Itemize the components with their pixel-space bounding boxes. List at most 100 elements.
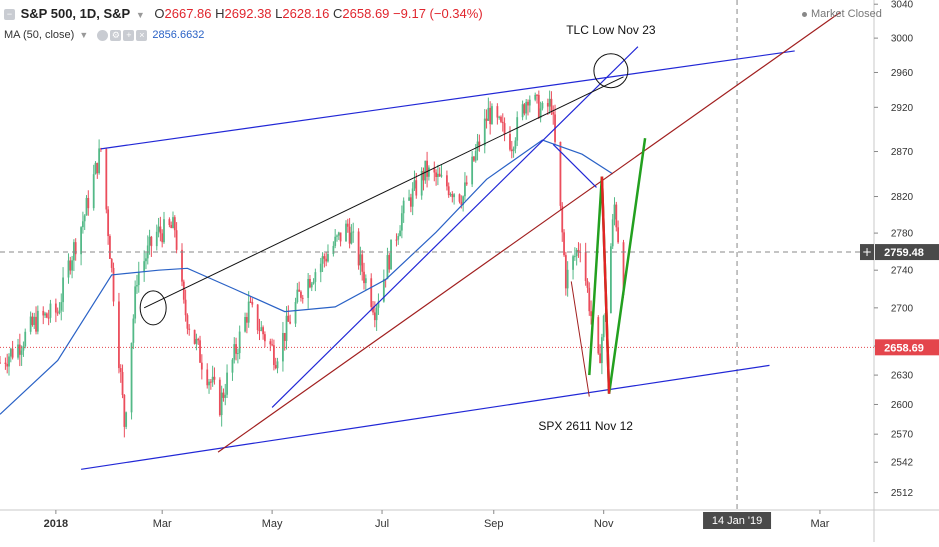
chevron-down-icon[interactable]: ▼: [135, 9, 145, 20]
candle-body: [271, 344, 274, 346]
candle-body: [9, 348, 12, 357]
eye-icon[interactable]: [97, 29, 109, 41]
candle-body: [36, 310, 39, 332]
y-tick-label: 2700: [891, 303, 914, 314]
candle-body: [611, 219, 614, 247]
settings-icon[interactable]: ⚙: [110, 29, 122, 41]
close-value: 2658.69: [342, 6, 390, 21]
candle-body: [107, 209, 110, 237]
candle-body: [521, 104, 524, 118]
candle-body: [17, 344, 19, 358]
candle-body: [200, 362, 203, 370]
candle-body: [622, 242, 625, 295]
candle-body: [258, 330, 261, 332]
last-price-tag-bg: [875, 339, 939, 356]
candle-body: [310, 283, 313, 288]
open-value: 2667.86: [164, 6, 212, 21]
candle-body: [80, 227, 82, 255]
candle-body: [307, 278, 310, 298]
candle-body: [337, 232, 340, 236]
candle-body: [231, 359, 234, 373]
crosshair-plus-bg: [860, 244, 874, 261]
candle-body: [92, 174, 95, 209]
candle-body: [112, 267, 115, 302]
candle-body: [289, 321, 292, 324]
candle-body: [536, 94, 538, 96]
low-label: L: [275, 6, 283, 21]
candle-body: [298, 289, 301, 292]
candle-body: [350, 232, 353, 244]
close-icon[interactable]: ×: [136, 29, 148, 41]
candle-body: [478, 141, 481, 146]
candle-body: [69, 260, 72, 271]
candle-body: [319, 263, 322, 273]
red-projection: [600, 176, 611, 394]
candle-body: [163, 219, 165, 243]
candle-body: [375, 307, 378, 321]
candle-body: [224, 394, 227, 398]
candle-body: [458, 194, 461, 202]
candle-body: [370, 278, 373, 307]
candle-body: [170, 225, 173, 229]
candle-body: [173, 217, 176, 231]
add-icon[interactable]: +: [123, 29, 135, 41]
candle-body: [433, 167, 436, 173]
candle-body: [67, 260, 70, 278]
candle-body: [109, 236, 111, 259]
candle-body: [130, 342, 133, 413]
last-price-tag: 2658.69: [884, 342, 924, 354]
candle-body: [211, 376, 214, 383]
crosshair-plus-icon: +: [862, 245, 872, 259]
candle-body: [226, 372, 228, 395]
candle-body: [285, 315, 288, 341]
ma-chevron-down-icon[interactable]: ▼: [79, 30, 89, 41]
candle-body: [346, 223, 349, 227]
y-tick-label: 2542: [891, 458, 914, 469]
candle-body: [514, 140, 517, 149]
candle-body: [110, 258, 113, 268]
candle-body: [150, 236, 153, 247]
candle-body: [71, 260, 73, 271]
candle-body: [561, 205, 564, 233]
candle-body: [136, 285, 138, 287]
y-tick-label: 2870: [891, 147, 914, 158]
crosshair-price-tag: 2759.48: [884, 247, 924, 259]
tlc-circle: [593, 53, 629, 89]
candle-body: [20, 350, 23, 355]
change-value: −9.17 (−0.34%): [393, 6, 483, 21]
candle-body: [18, 344, 21, 355]
candle-body: [437, 173, 439, 177]
candle-body: [45, 313, 48, 318]
candle-body: [550, 98, 553, 113]
crosshair-date-tag: 14 Jan '19: [712, 515, 762, 527]
candle-body: [402, 200, 405, 214]
candle-body: [47, 317, 50, 319]
candle-body: [527, 101, 529, 106]
candle-body: [422, 170, 425, 181]
candle-body: [575, 249, 578, 257]
candle-body: [364, 278, 367, 284]
candle-body: [409, 197, 412, 207]
candle-body: [233, 344, 236, 360]
candle-body: [264, 334, 266, 342]
market-status-text: Market Closed: [811, 8, 882, 20]
chart-annotation: SPX 2611 Nov 12: [538, 419, 633, 433]
candle-body: [332, 245, 335, 255]
y-tick-label: 2960: [891, 68, 914, 79]
candle-body: [157, 226, 160, 232]
candle-body: [453, 194, 456, 198]
candle-body: [44, 313, 46, 316]
candle-body: [218, 379, 221, 416]
red-trend-line: [217, 12, 841, 453]
symbol-collapse-icon[interactable]: −: [4, 9, 15, 21]
candle-body: [96, 162, 99, 174]
candle-body: [534, 94, 537, 100]
candle-body: [617, 227, 620, 243]
candle-body: [372, 306, 374, 313]
candle-body: [60, 302, 63, 311]
candle-body: [54, 303, 57, 313]
candle-body: [609, 246, 612, 314]
candle-body: [309, 278, 311, 288]
